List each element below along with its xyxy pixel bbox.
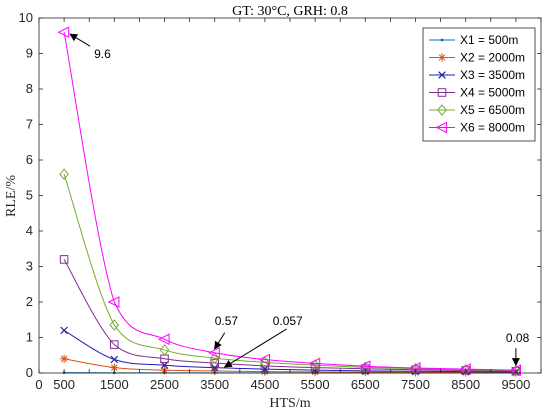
legend-marker bbox=[437, 53, 447, 62]
y-axis-label: RLE/% bbox=[4, 175, 19, 217]
annotation-label: 0.08 bbox=[506, 331, 530, 345]
data-point bbox=[208, 346, 220, 359]
data-point bbox=[210, 363, 219, 372]
annotation-label: 0.057 bbox=[273, 314, 303, 328]
y-tick-label: 1 bbox=[26, 330, 33, 345]
legend-label: X3 = 3500m bbox=[460, 68, 525, 82]
legend-label: X6 = 8000m bbox=[460, 121, 525, 135]
x-tick-label: 500 bbox=[53, 377, 75, 392]
x-tick-label: 3500 bbox=[200, 377, 229, 392]
annotation: 0.57 bbox=[214, 314, 239, 350]
data-point bbox=[358, 360, 371, 373]
data-point bbox=[59, 354, 69, 363]
x-tick-label: 7500 bbox=[401, 377, 430, 392]
data-point bbox=[210, 358, 219, 368]
y-tick-label: 7 bbox=[26, 117, 33, 132]
y-tick-label: 2 bbox=[26, 294, 33, 309]
marker-stroke bbox=[438, 71, 446, 79]
annotation-label: 9.6 bbox=[94, 47, 111, 61]
y-tick-label: 8 bbox=[26, 81, 33, 96]
marker-stroke bbox=[210, 363, 219, 372]
marker-stroke bbox=[438, 54, 446, 61]
annotation: 0.08 bbox=[506, 331, 530, 367]
data-point bbox=[408, 362, 421, 374]
legend-item: X1 = 500m bbox=[429, 33, 518, 47]
x-axis-label: HTS/m bbox=[269, 396, 310, 411]
x-tick-label: 4500 bbox=[250, 377, 279, 392]
x-tick-label: 5500 bbox=[301, 377, 330, 392]
legend-item: X3 = 3500m bbox=[429, 68, 525, 82]
x-tick-label: 0 bbox=[35, 377, 42, 392]
x-tick-label: 9500 bbox=[501, 377, 530, 392]
marker-stroke bbox=[60, 326, 68, 335]
data-point bbox=[159, 344, 170, 356]
y-tick-label: 3 bbox=[26, 259, 33, 274]
chart-title: GT: 30°C, GRH: 0.8 bbox=[232, 4, 348, 19]
data-point bbox=[459, 363, 471, 375]
legend-item: X6 = 8000m bbox=[429, 121, 525, 135]
data-point bbox=[258, 353, 271, 366]
y-tick-label: 6 bbox=[26, 152, 33, 167]
data-point bbox=[107, 296, 120, 308]
data-point bbox=[308, 357, 321, 370]
series-6 bbox=[57, 26, 522, 377]
legend-marker bbox=[437, 104, 447, 116]
y-axis-ticks: 0 1 2 3 4 5 6 7 8 9 10 bbox=[19, 10, 541, 380]
data-point bbox=[59, 255, 69, 264]
y-tick-label: 5 bbox=[26, 188, 33, 203]
series-layer bbox=[57, 26, 522, 377]
legend-box bbox=[422, 27, 536, 142]
y-tick-label: 10 bbox=[19, 10, 33, 25]
legend-item: X5 = 6500m bbox=[429, 103, 525, 117]
x-tick-label: 6500 bbox=[351, 377, 380, 392]
y-tick-label: 4 bbox=[26, 223, 33, 238]
annotation-arrow bbox=[223, 328, 287, 368]
x-tick-label: 8500 bbox=[451, 377, 480, 392]
annotation: 0.057 bbox=[223, 314, 303, 368]
marker-stroke bbox=[111, 364, 118, 371]
data-point bbox=[110, 355, 119, 364]
series-line bbox=[63, 174, 516, 372]
x-axis-ticks: 0 500 1500 2500 3500 4500 5500 6500 7500 8500 9500 bbox=[35, 18, 542, 392]
data-point bbox=[110, 340, 119, 349]
legend-item: X4 = 5000m bbox=[429, 86, 525, 100]
legend-marker bbox=[440, 38, 444, 42]
annotation-layer: 9.6 0.57 0.057 0.08 bbox=[69, 33, 530, 368]
legend-marker bbox=[437, 88, 447, 97]
marker-stroke bbox=[110, 355, 119, 364]
x-tick-label: 2500 bbox=[150, 377, 179, 392]
legend-marker bbox=[438, 71, 446, 79]
legend-label: X5 = 6500m bbox=[460, 103, 525, 117]
legend-marker bbox=[435, 121, 448, 134]
legend-item: X2 = 2000m bbox=[429, 51, 525, 65]
legend-label: X2 = 2000m bbox=[460, 51, 525, 65]
marker-stroke bbox=[60, 355, 68, 363]
y-tick-label: 9 bbox=[26, 46, 33, 61]
data-point bbox=[60, 326, 68, 335]
data-point bbox=[109, 319, 120, 331]
x-tick-label: 1500 bbox=[100, 377, 129, 392]
legend: X1 = 500m X2 = 2000m X3 = 3500m X4 = 5000m X… bbox=[422, 27, 536, 142]
annotation-arrow bbox=[69, 33, 91, 47]
data-point bbox=[59, 168, 69, 181]
data-point bbox=[57, 26, 70, 39]
annotation-arrow bbox=[214, 332, 226, 350]
legend-label: X1 = 500m bbox=[460, 33, 518, 47]
series-line bbox=[63, 259, 516, 372]
annotation: 9.6 bbox=[69, 33, 111, 61]
annotation-label: 0.57 bbox=[215, 314, 239, 328]
legend-label: X4 = 5000m bbox=[460, 86, 525, 100]
data-point bbox=[157, 333, 170, 346]
y-tick-label: 0 bbox=[26, 365, 33, 380]
series-line bbox=[63, 32, 516, 371]
